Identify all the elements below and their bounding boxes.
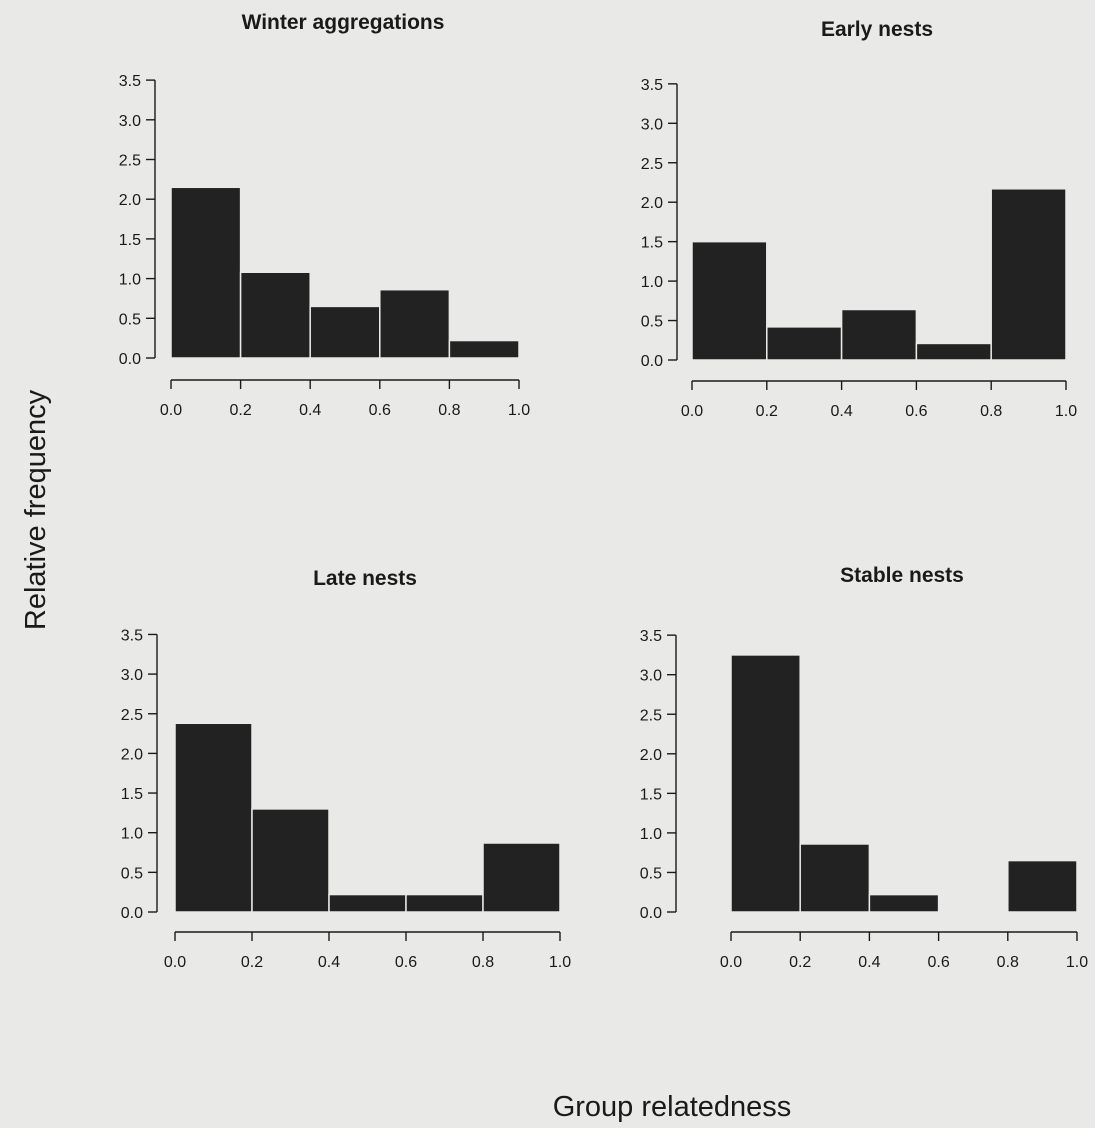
y-tick-label: 1.5 [119,232,141,249]
y-tick-label: 3.5 [640,628,662,645]
histogram-bar [379,288,451,359]
histogram-bar [174,722,253,913]
y-tick-label: 0.0 [641,353,663,370]
y-tick-label: 1.0 [119,272,141,289]
y-tick-label: 2.0 [121,746,143,763]
panel-title: Stable nests [840,564,964,587]
y-tick-label: 1.5 [641,235,663,252]
x-tick-label: 0.0 [164,954,186,971]
x-tick-label: 0.4 [858,954,880,971]
histogram-bar [766,326,843,361]
y-tick-label: 2.0 [641,195,663,212]
y-tick-label: 0.0 [640,905,662,922]
x-tick-label: 0.4 [830,403,852,420]
figure-y-label: Relative frequency [20,389,52,630]
y-tick-label: 2.5 [641,156,663,173]
y-tick-label: 2.0 [640,747,662,764]
histogram-panel: Late nests 0.0 0.5 1.0 1.5 2.0 2.5 3.0 3.5 0.0 0.2… [121,567,571,971]
histogram-bar [691,240,768,361]
y-tick-label: 0.5 [121,865,143,882]
y-tick-label: 3.0 [121,667,143,684]
histogram-bar [328,893,407,913]
histogram-panel: Early nests 0.0 0.5 1.0 1.5 2.0 2.5 3.0 3.5 0.0 0.… [641,18,1077,420]
y-tick-label: 1.5 [640,786,662,803]
x-tick-label: 0.2 [241,954,263,971]
x-tick-label: 0.8 [980,403,1002,420]
x-tick-label: 0.0 [720,954,742,971]
y-tick-label: 2.5 [119,153,141,170]
y-tick-label: 3.5 [641,77,663,94]
x-tick-label: 0.2 [789,954,811,971]
histogram-bar [840,308,918,361]
x-tick-label: 0.6 [927,954,949,971]
x-tick-label: 0.2 [756,403,778,420]
panel-title: Late nests [313,567,417,590]
histogram-bar [730,654,801,913]
histogram-bar [990,188,1067,361]
x-tick-label: 1.0 [1066,954,1088,971]
y-tick-label: 3.0 [640,668,662,685]
y-tick-label: 2.5 [121,707,143,724]
figure-x-label: Group relatedness [553,1091,792,1123]
y-tick-label: 1.0 [641,274,663,291]
histogram-bar [482,842,561,913]
y-tick-label: 1.5 [121,786,143,803]
histogram-bar [239,271,311,359]
y-tick-label: 0.5 [640,865,662,882]
histogram-bar [170,186,242,359]
histogram-bar [405,893,484,913]
x-tick-label: 0.4 [299,402,321,419]
panel-title: Early nests [821,18,933,41]
x-tick-label: 0.6 [905,403,927,420]
x-tick-label: 0.8 [438,402,460,419]
y-tick-label: 2.0 [119,192,141,209]
histogram-bar [448,339,520,359]
panels: Winter aggregations 0.0 0.5 1.0 1.5 2.0 2.5 3.0… [119,11,1088,971]
y-tick-label: 0.5 [641,314,663,331]
x-tick-label: 0.0 [681,403,703,420]
y-tick-label: 1.0 [121,826,143,843]
y-tick-label: 3.0 [641,116,663,133]
y-tick-label: 3.5 [119,73,141,90]
x-tick-label: 1.0 [549,954,571,971]
histogram-bar [915,342,992,361]
x-tick-label: 1.0 [1055,403,1077,420]
x-tick-label: 0.2 [229,402,251,419]
x-tick-label: 0.6 [369,402,391,419]
x-tick-label: 0.0 [160,402,182,419]
histogram-bar [251,808,330,913]
y-tick-label: 3.5 [121,627,143,644]
histogram-bar [309,305,381,359]
y-tick-label: 3.0 [119,113,141,130]
histogram-panel: Winter aggregations 0.0 0.5 1.0 1.5 2.0 2.5 3.0… [119,11,530,419]
panel-title: Winter aggregations [242,11,445,34]
y-tick-label: 0.5 [119,311,141,328]
histogram-bar [868,893,940,913]
histogram-panel: Stable nests 0.0 0.5 1.0 1.5 2.0 2.5 3.0 3.5 0.0 0… [640,564,1088,971]
x-tick-label: 1.0 [508,402,530,419]
x-tick-label: 0.6 [395,954,417,971]
x-tick-label: 0.4 [318,954,340,971]
y-tick-label: 1.0 [640,826,662,843]
y-tick-label: 0.0 [119,351,141,368]
histogram-bar [1007,859,1078,913]
x-tick-label: 0.8 [472,954,494,971]
histogram-bar [799,843,871,913]
x-tick-label: 0.8 [997,954,1019,971]
y-tick-label: 0.0 [121,905,143,922]
y-tick-label: 2.5 [640,707,662,724]
